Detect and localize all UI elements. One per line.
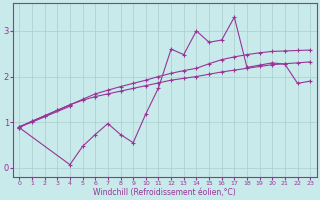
X-axis label: Windchill (Refroidissement éolien,°C): Windchill (Refroidissement éolien,°C): [93, 188, 236, 197]
